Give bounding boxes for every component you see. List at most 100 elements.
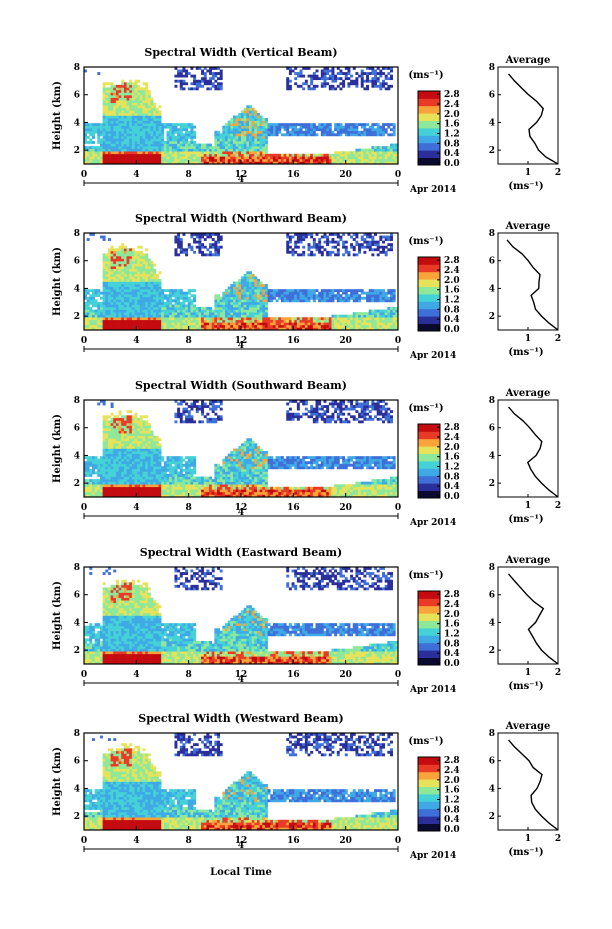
heatmap-cell bbox=[272, 322, 276, 326]
heatmap-cell bbox=[113, 425, 117, 429]
heatmap-cell bbox=[123, 123, 127, 127]
heatmap-cell bbox=[158, 120, 162, 124]
heatmap-cell bbox=[107, 276, 111, 280]
heatmap-cell bbox=[251, 135, 255, 139]
heatmap-cell bbox=[139, 312, 143, 315]
heatmap-cell bbox=[254, 133, 258, 137]
heatmap-cell bbox=[110, 266, 114, 270]
heatmap-cell bbox=[328, 158, 332, 162]
heatmap-cell bbox=[241, 327, 244, 331]
heatmap-cell bbox=[182, 322, 186, 326]
heatmap-cell bbox=[129, 489, 133, 493]
heatmap-cell bbox=[310, 317, 314, 321]
heatmap-cell bbox=[384, 299, 388, 303]
heatmap-cell bbox=[131, 317, 135, 321]
heatmap-cell bbox=[366, 153, 370, 157]
heatmap-cell bbox=[304, 291, 308, 295]
heatmap-cell bbox=[142, 314, 146, 318]
heatmap-cell bbox=[107, 118, 111, 121]
heatmap-cell bbox=[358, 319, 362, 323]
heatmap-cell bbox=[153, 161, 157, 165]
heatmap-cell bbox=[382, 235, 385, 239]
heatmap-cell bbox=[179, 87, 183, 91]
heatmap-cell bbox=[105, 82, 109, 86]
heatmap-cell bbox=[150, 110, 154, 114]
heatmap-cell bbox=[187, 130, 191, 134]
heatmap-cell bbox=[115, 486, 119, 490]
heatmap-cell bbox=[134, 250, 138, 254]
heatmap-cell bbox=[387, 289, 391, 293]
heatmap-cell bbox=[155, 123, 159, 127]
heatmap-cell bbox=[190, 138, 194, 142]
heatmap-cell bbox=[137, 322, 141, 326]
heatmap-cell bbox=[118, 433, 122, 437]
heatmap-cell bbox=[206, 327, 210, 331]
heatmap-cell bbox=[163, 304, 167, 308]
heatmap-cell bbox=[230, 135, 234, 139]
heatmap-cell bbox=[110, 456, 114, 460]
heatmap-cell bbox=[219, 238, 223, 241]
heatmap-cell bbox=[299, 133, 303, 137]
heatmap-cell bbox=[129, 278, 133, 282]
heatmap-cell bbox=[102, 438, 106, 442]
heatmap-cell bbox=[102, 261, 106, 264]
heatmap-cell bbox=[392, 327, 396, 331]
heatmap-cell bbox=[118, 438, 122, 442]
heatmap-cell bbox=[131, 158, 135, 162]
heatmap-cell bbox=[123, 156, 127, 160]
heatmap-cell bbox=[368, 291, 372, 295]
heatmap-cell bbox=[203, 327, 207, 331]
heatmap-cell bbox=[185, 319, 189, 323]
heatmap-cell bbox=[137, 294, 141, 298]
heatmap-cell bbox=[235, 120, 239, 124]
heatmap-cell bbox=[302, 153, 306, 157]
heatmap-cell bbox=[99, 486, 103, 490]
heatmap-cell bbox=[123, 299, 127, 303]
heatmap-cell bbox=[299, 253, 303, 257]
heatmap-cell bbox=[243, 289, 247, 293]
heatmap-cell bbox=[198, 148, 202, 152]
heatmap-cell bbox=[113, 448, 117, 452]
heatmap-cell bbox=[126, 146, 130, 149]
heatmap-cell bbox=[107, 158, 111, 162]
heatmap-cell bbox=[179, 314, 183, 318]
heatmap-cell bbox=[360, 82, 364, 86]
heatmap-cell bbox=[94, 153, 98, 157]
heatmap-cell bbox=[102, 276, 106, 280]
heatmap-cell bbox=[310, 161, 314, 165]
heatmap-cell bbox=[107, 253, 111, 257]
heatmap-cell bbox=[158, 296, 162, 300]
heatmap-cell bbox=[241, 319, 244, 323]
heatmap-cell bbox=[110, 484, 114, 488]
heatmap-cell bbox=[86, 324, 90, 328]
heatmap-cell bbox=[169, 309, 173, 313]
heatmap-cell bbox=[355, 123, 359, 127]
heatmap-cell bbox=[190, 322, 194, 326]
heatmap-cell bbox=[366, 324, 370, 328]
heatmap-cell bbox=[134, 148, 138, 152]
heatmap-cell bbox=[219, 319, 223, 323]
heatmap-cell bbox=[142, 158, 146, 162]
heatmap-cell bbox=[126, 107, 130, 111]
heatmap-cell bbox=[169, 319, 173, 323]
heatmap-cell bbox=[342, 296, 346, 300]
heatmap-cell bbox=[153, 133, 157, 137]
heatmap-cell bbox=[214, 243, 218, 247]
heatmap-cell bbox=[177, 301, 181, 305]
heatmap-cell bbox=[241, 148, 244, 152]
heatmap-cell bbox=[91, 314, 95, 318]
heatmap-cell bbox=[126, 278, 130, 282]
heatmap-cell bbox=[126, 453, 130, 457]
heatmap-cell bbox=[201, 312, 205, 315]
heatmap-cell bbox=[91, 468, 95, 472]
heatmap-cell bbox=[363, 322, 367, 326]
heatmap-cell bbox=[84, 289, 87, 293]
heatmap-cell bbox=[91, 479, 95, 482]
heatmap-cell bbox=[288, 79, 292, 83]
heatmap-cell bbox=[134, 294, 138, 298]
heatmap-cell bbox=[310, 82, 314, 86]
heatmap-cell bbox=[209, 322, 213, 326]
heatmap-cell bbox=[110, 148, 114, 152]
heatmap-cell bbox=[243, 309, 247, 313]
heatmap-cell bbox=[129, 304, 133, 308]
